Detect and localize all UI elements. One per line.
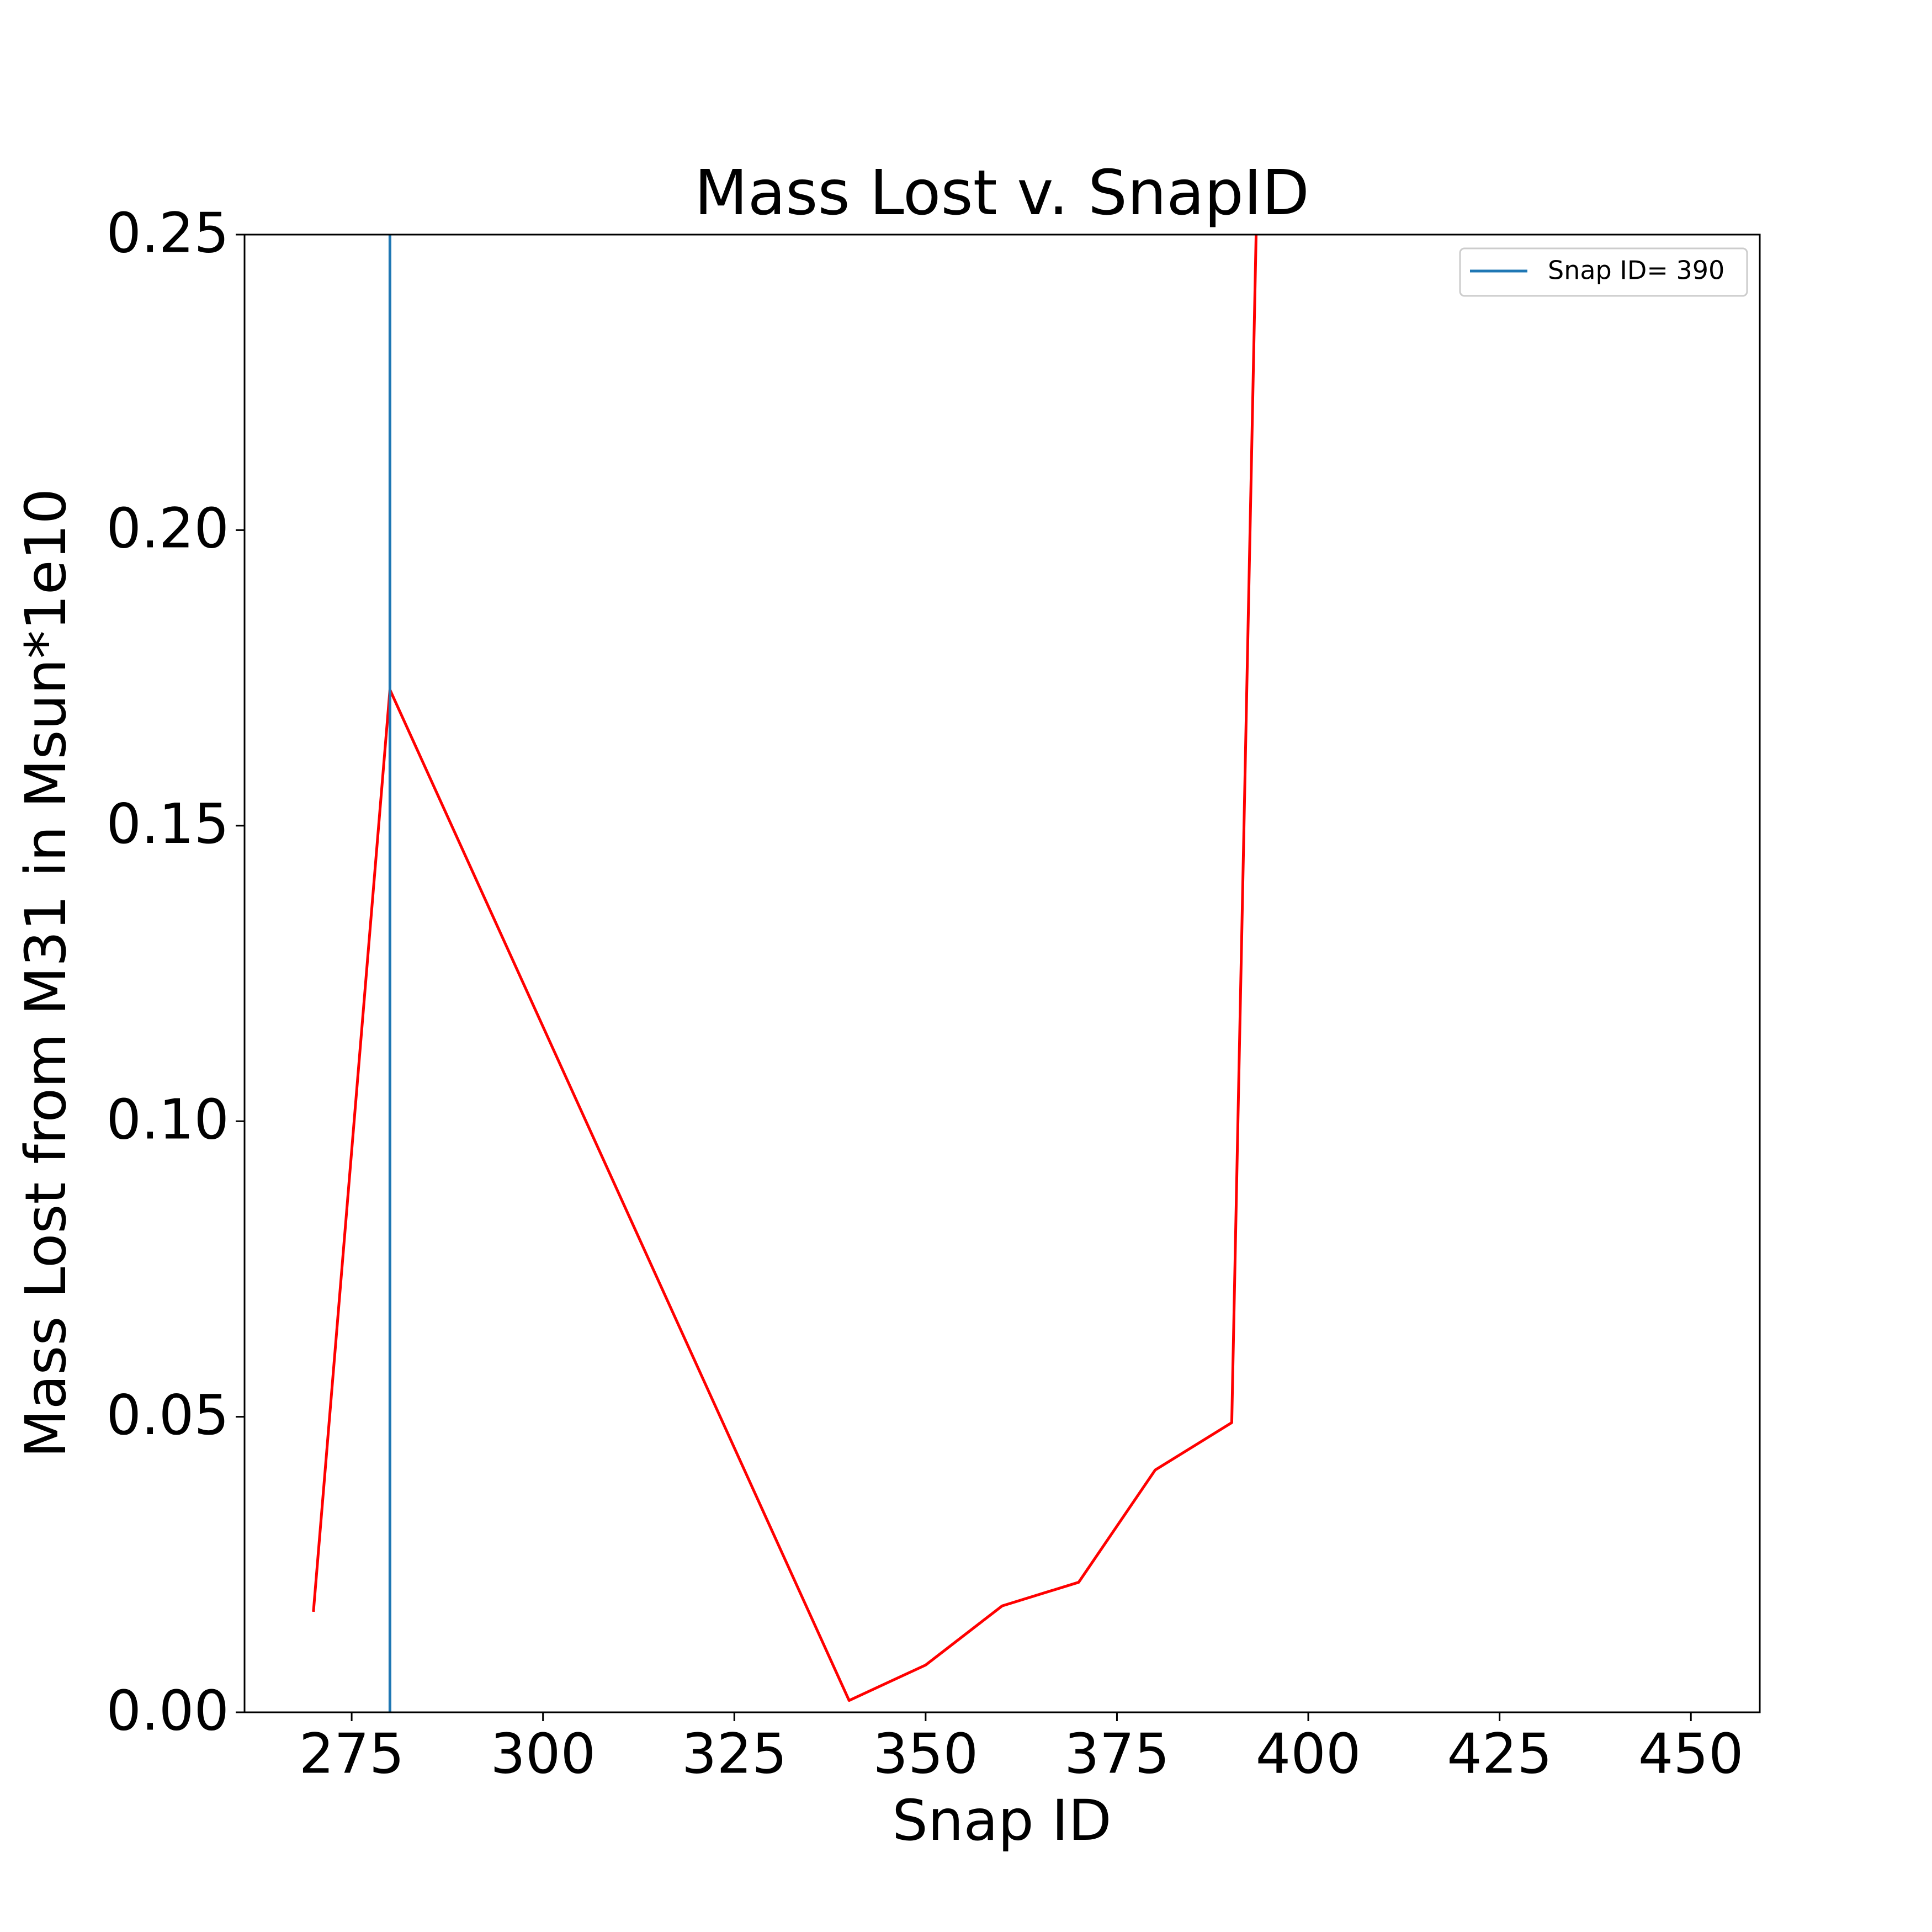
plot-area: [312, 235, 1258, 1712]
y-axis-label: Mass Lost from M31 in Msun*1e10: [13, 489, 79, 1458]
y-tick-label: 0.25: [106, 200, 229, 265]
x-tick-label: 300: [490, 1721, 596, 1786]
x-tick-label: 425: [1447, 1721, 1552, 1786]
y-tick-label: 0.10: [106, 1087, 229, 1152]
y-tick-label: 0.00: [106, 1678, 229, 1743]
x-tick-label: 375: [1064, 1721, 1170, 1786]
x-tick-label: 325: [682, 1721, 787, 1786]
legend-label: Snap ID= 390: [1548, 256, 1724, 285]
x-tick-label: 450: [1638, 1721, 1744, 1786]
chart-title: Mass Lost v. SnapID: [694, 157, 1309, 229]
plot-frame: [243, 233, 1761, 1713]
x-tick-label: 350: [873, 1721, 978, 1786]
legend: Snap ID= 390: [1459, 247, 1748, 297]
data-line: [312, 235, 1258, 1702]
y-tick-label: 0.20: [106, 496, 229, 561]
x-axis-label: Snap ID: [892, 1788, 1112, 1854]
x-tick-label: 400: [1256, 1721, 1361, 1786]
legend-box: [1459, 247, 1748, 297]
y-tick-label: 0.15: [106, 792, 229, 856]
x-tick-label: 275: [299, 1721, 405, 1786]
y-tick-label: 0.05: [106, 1383, 229, 1447]
